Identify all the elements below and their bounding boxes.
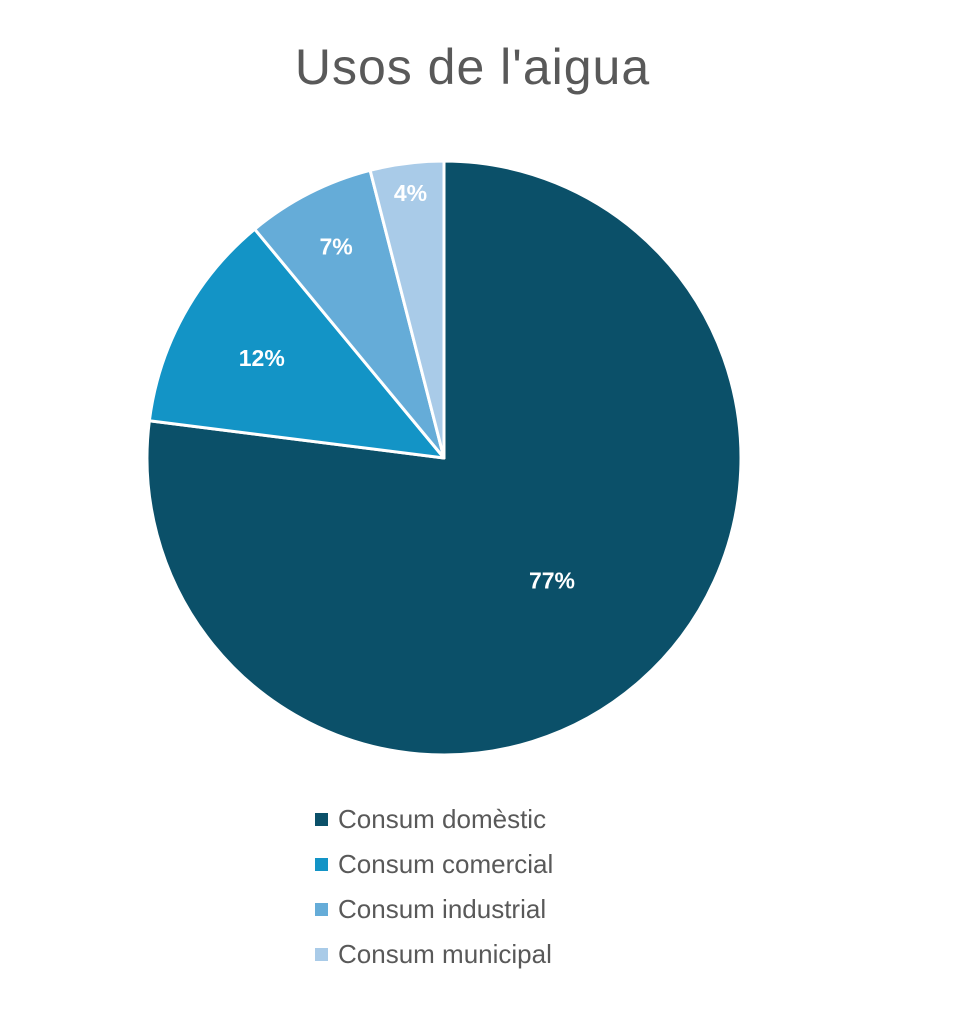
legend-item-industrial: Consum industrial xyxy=(315,887,553,932)
legend-swatch-industrial xyxy=(315,903,328,916)
slice-label-domestic: 77% xyxy=(529,568,575,594)
legend-swatch-domestic xyxy=(315,813,328,826)
legend-item-municipal: Consum municipal xyxy=(315,932,553,977)
pie-slice-municipal xyxy=(368,159,446,460)
legend-item-commercial: Consum comercial xyxy=(315,842,553,887)
pie-slice-industrial xyxy=(253,168,446,460)
legend-label-domestic: Consum domèstic xyxy=(338,804,547,834)
slice-label-municipal: 4% xyxy=(394,180,427,206)
legend-item-domestic: Consum domèstic xyxy=(315,797,553,842)
legend-swatch-commercial xyxy=(315,858,328,871)
legend-label-industrial: Consum industrial xyxy=(338,894,547,924)
slice-label-industrial: 7% xyxy=(319,233,352,259)
slice-label-commercial: 12% xyxy=(239,345,285,371)
legend-swatch-municipal xyxy=(315,948,328,961)
chart-title: Usos de l'aigua xyxy=(294,39,651,95)
legend-label-commercial: Consum comercial xyxy=(338,849,554,879)
legend: Consum domèstic Consum comercial Consum … xyxy=(315,797,553,977)
pie-slice-commercial xyxy=(147,227,446,460)
legend-label-municipal: Consum municipal xyxy=(338,939,552,969)
